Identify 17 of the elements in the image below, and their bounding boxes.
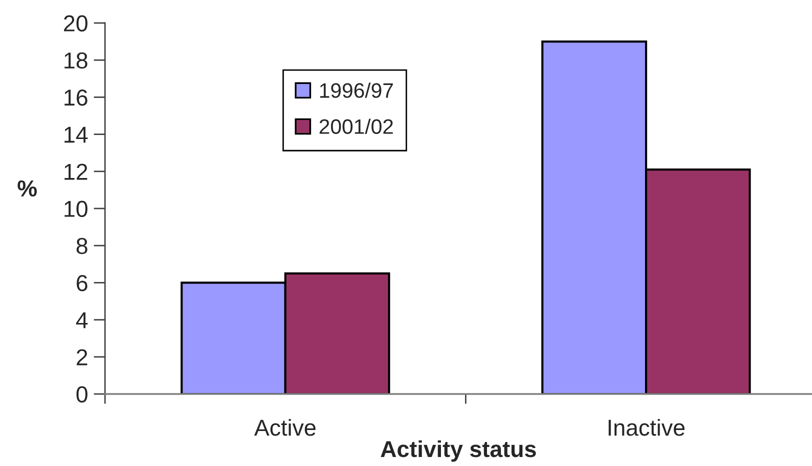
y-tick-label: 6 [76, 275, 88, 292]
x-tick-label: Active [254, 419, 316, 436]
y-tick-label: 8 [76, 238, 88, 254]
y-tick-label: 4 [76, 312, 88, 328]
y-tick-label: 18 [64, 52, 88, 69]
y-tick-label: 10 [64, 200, 88, 218]
x-tick-label: Inactive [608, 419, 685, 436]
legend-label: 2001/02 [320, 118, 393, 134]
y-tick-label: 16 [64, 90, 88, 106]
x-axis-title: Activity status [380, 440, 536, 462]
y-tick-label: 0 [76, 386, 88, 403]
y-tick-label: 20 [64, 15, 88, 32]
legend-label: 1996/97 [320, 82, 393, 98]
y-tick-label: 12 [64, 164, 88, 180]
y-axis-title: % [18, 180, 37, 197]
y-tick-label: 14 [64, 126, 88, 143]
y-tick-label: 2 [76, 349, 88, 366]
